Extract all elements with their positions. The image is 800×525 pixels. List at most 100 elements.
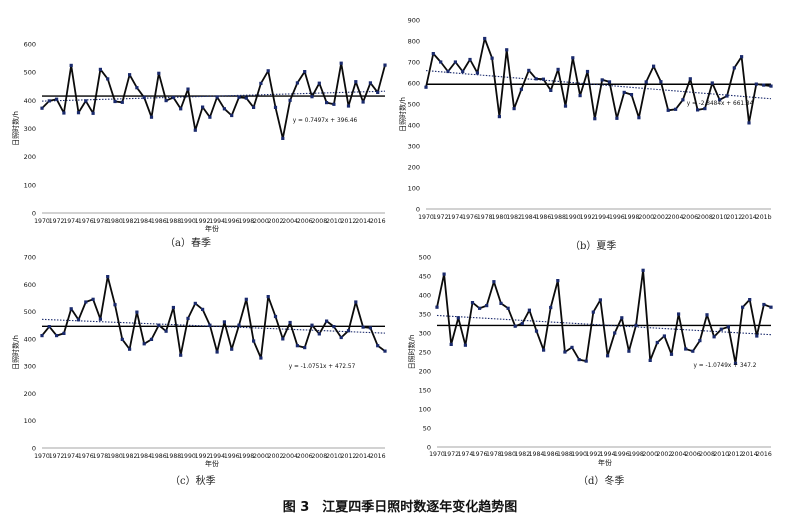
winter-data-point bbox=[613, 331, 617, 335]
spring-x-tick-label: 2016 bbox=[370, 218, 386, 225]
spring-y-axis-label: 日照时数/h bbox=[11, 111, 20, 146]
summer-data-point bbox=[541, 77, 545, 81]
summer-data-point bbox=[696, 108, 700, 112]
winter-data-point bbox=[542, 348, 546, 352]
autumn-data-point bbox=[252, 339, 256, 343]
summer-y-tick-label: 400 bbox=[408, 122, 420, 130]
winter-x-tick-label: 2006 bbox=[685, 451, 701, 458]
autumn-data-point bbox=[288, 320, 292, 325]
summer-x-tick-label: 1986 bbox=[536, 214, 552, 221]
autumn-y-tick-label: 500 bbox=[24, 308, 36, 316]
summer-data-point bbox=[703, 107, 707, 111]
spring-y-tick-label: 200 bbox=[24, 153, 36, 161]
summer-data-point bbox=[747, 121, 751, 125]
summer-data-point bbox=[629, 93, 634, 97]
spring-data-point bbox=[383, 63, 387, 67]
summer-data-point bbox=[600, 78, 604, 82]
autumn-y-tick-label: 400 bbox=[24, 335, 36, 343]
figure-title: 图 3 江夏四季日照时数逐年变化趋势图 bbox=[282, 500, 518, 515]
summer-x-tick-label: 2006 bbox=[682, 214, 698, 221]
winter-data-point bbox=[463, 343, 467, 347]
spring-data-point bbox=[157, 71, 161, 75]
summer-x-tick-label: 1976 bbox=[462, 214, 478, 221]
summer-y-tick-label: 300 bbox=[408, 143, 420, 151]
summer-x-tick-label: 2002 bbox=[653, 214, 669, 221]
autumn-series-line bbox=[41, 275, 386, 359]
autumn-x-tick-label: 1978 bbox=[93, 453, 109, 460]
spring-data-point bbox=[266, 69, 270, 73]
spring-y-tick-label: 0 bbox=[32, 210, 36, 218]
autumn-data-point bbox=[120, 337, 124, 341]
summer-y-tick-label: 500 bbox=[408, 101, 420, 109]
spring-x-tick-label: 2014 bbox=[355, 218, 371, 225]
winter-x-tick-label: 1982 bbox=[514, 451, 530, 458]
winter-data-point bbox=[712, 335, 716, 339]
winter-y-tick-label: 150 bbox=[419, 387, 431, 395]
winter-y-tick-label: 350 bbox=[419, 311, 431, 319]
autumn-data-point bbox=[91, 297, 95, 301]
autumn-x-tick-label: 2014 bbox=[355, 453, 371, 460]
winter-data-point bbox=[677, 312, 681, 316]
winter-data-point bbox=[733, 361, 738, 365]
autumn-data-point bbox=[201, 307, 205, 311]
autumn-x-tick-label: 2002 bbox=[268, 453, 284, 460]
autumn-x-tick-label: 2012 bbox=[341, 453, 357, 460]
summer-x-tick-label: 2008 bbox=[697, 214, 713, 221]
autumn-x-tick-label: 1974 bbox=[63, 453, 79, 460]
summer-data-point bbox=[431, 52, 435, 56]
winter-data-point bbox=[662, 334, 666, 338]
winter-data-point bbox=[520, 321, 524, 326]
autumn-data-point bbox=[135, 310, 139, 314]
caption-winter: （d）冬季 bbox=[578, 476, 625, 487]
autumn-data-point bbox=[259, 356, 263, 360]
autumn-x-tick-label: 1970 bbox=[34, 453, 50, 460]
spring-data-point bbox=[84, 99, 88, 103]
autumn-x-tick-label: 1982 bbox=[122, 453, 138, 460]
winter-x-tick-label: 1972 bbox=[443, 451, 459, 458]
autumn-data-point bbox=[113, 303, 117, 307]
winter-y-tick-label: 250 bbox=[419, 349, 431, 357]
summer-data-point bbox=[439, 60, 443, 64]
winter-x-tick-label: 2014 bbox=[742, 451, 758, 458]
summer-data-point bbox=[534, 77, 538, 81]
autumn-data-point bbox=[266, 295, 270, 299]
spring-data-point bbox=[40, 106, 44, 110]
summer-data-point bbox=[468, 57, 472, 62]
winter-y-axis-label: 日照时数/h bbox=[407, 335, 416, 370]
winter-x-tick-label: 2016 bbox=[756, 451, 772, 458]
winter-data-point bbox=[499, 301, 503, 305]
spring-data-point bbox=[295, 81, 299, 85]
winter-data-point bbox=[627, 349, 631, 353]
winter-x-tick-label: 2010 bbox=[713, 451, 729, 458]
summer-data-point bbox=[549, 88, 553, 92]
summer-y-tick-label: 600 bbox=[408, 80, 420, 88]
spring-data-point bbox=[201, 105, 205, 109]
autumn-x-tick-label: 1994 bbox=[209, 453, 225, 460]
autumn-data-point bbox=[310, 323, 314, 327]
autumn-data-point bbox=[193, 301, 197, 305]
autumn-data-point bbox=[281, 337, 285, 341]
spring-x-axis-label: 年份 bbox=[205, 224, 219, 233]
winter-data-point bbox=[669, 352, 674, 356]
winter-x-tick-label: 1978 bbox=[486, 451, 502, 458]
spring-x-tick-label: 1982 bbox=[122, 218, 138, 225]
autumn-data-point bbox=[215, 350, 219, 354]
spring-data-point bbox=[361, 100, 365, 104]
summer-data-point bbox=[461, 69, 465, 74]
autumn-x-tick-label: 2010 bbox=[326, 453, 342, 460]
summer-x-tick-label: 201b bbox=[756, 214, 772, 221]
spring-x-tick-label: 1996 bbox=[224, 218, 240, 225]
summer-data-point bbox=[578, 94, 582, 98]
spring-data-point bbox=[281, 136, 285, 140]
autumn-data-point bbox=[383, 349, 387, 353]
winter-data-point bbox=[648, 358, 652, 362]
winter-data-point bbox=[691, 349, 695, 353]
summer-x-tick-label: 2012 bbox=[726, 214, 742, 221]
autumn-data-point bbox=[346, 329, 351, 333]
autumn-x-tick-label: 2004 bbox=[282, 453, 298, 460]
summer-data-point bbox=[424, 85, 428, 89]
spring-trend-equation: y = 0.7497x + 396.46 bbox=[293, 118, 358, 124]
spring-data-point bbox=[106, 77, 110, 81]
summer-x-tick-label: 1980 bbox=[492, 214, 508, 221]
